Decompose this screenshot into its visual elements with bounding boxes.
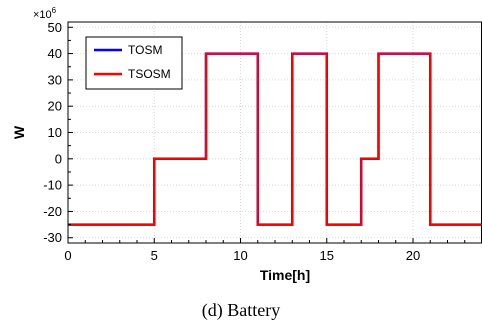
legend-label-tosm: TOSM bbox=[128, 43, 162, 57]
x-axis-label: Time[h] bbox=[260, 267, 310, 283]
x-tick-label: 5 bbox=[151, 248, 158, 263]
y-axis-multiplier-exponent: 6 bbox=[52, 6, 57, 15]
y-tick-label: -10 bbox=[43, 178, 62, 193]
y-tick-label: 20 bbox=[48, 99, 62, 114]
y-tick-label: 30 bbox=[48, 72, 62, 87]
battery-power-chart: -30 -20 -10 0 10 20 30 40 50 0 5 10 15 20 ×106 W Time… bbox=[11, 6, 482, 283]
x-tick-label: 20 bbox=[406, 248, 420, 263]
y-tick-label: 0 bbox=[55, 151, 62, 166]
x-tick-label: 0 bbox=[64, 248, 71, 263]
axis-ticks: -30 -20 -10 0 10 20 30 40 50 0 5 10 15 20 bbox=[43, 20, 482, 263]
y-tick-label: -20 bbox=[43, 204, 62, 219]
y-axis-multiplier: ×106 bbox=[33, 6, 57, 21]
y-tick-label: -30 bbox=[43, 230, 62, 245]
legend: TOSM TSOSM bbox=[85, 36, 183, 90]
y-axis-label: W bbox=[11, 125, 27, 139]
legend-label-tsosm: TSOSM bbox=[128, 67, 171, 81]
x-tick-label: 10 bbox=[233, 248, 247, 263]
x-tick-label: 15 bbox=[320, 248, 334, 263]
y-tick-label: 50 bbox=[48, 20, 62, 35]
legend-box bbox=[85, 36, 183, 90]
figure-caption: (d) Battery bbox=[201, 300, 281, 320]
y-axis-multiplier-base: ×10 bbox=[33, 9, 52, 21]
series-line-tsosm bbox=[68, 52, 482, 226]
y-tick-label: 10 bbox=[48, 125, 62, 140]
series-lines bbox=[68, 52, 482, 226]
y-tick-label: 40 bbox=[48, 46, 62, 61]
